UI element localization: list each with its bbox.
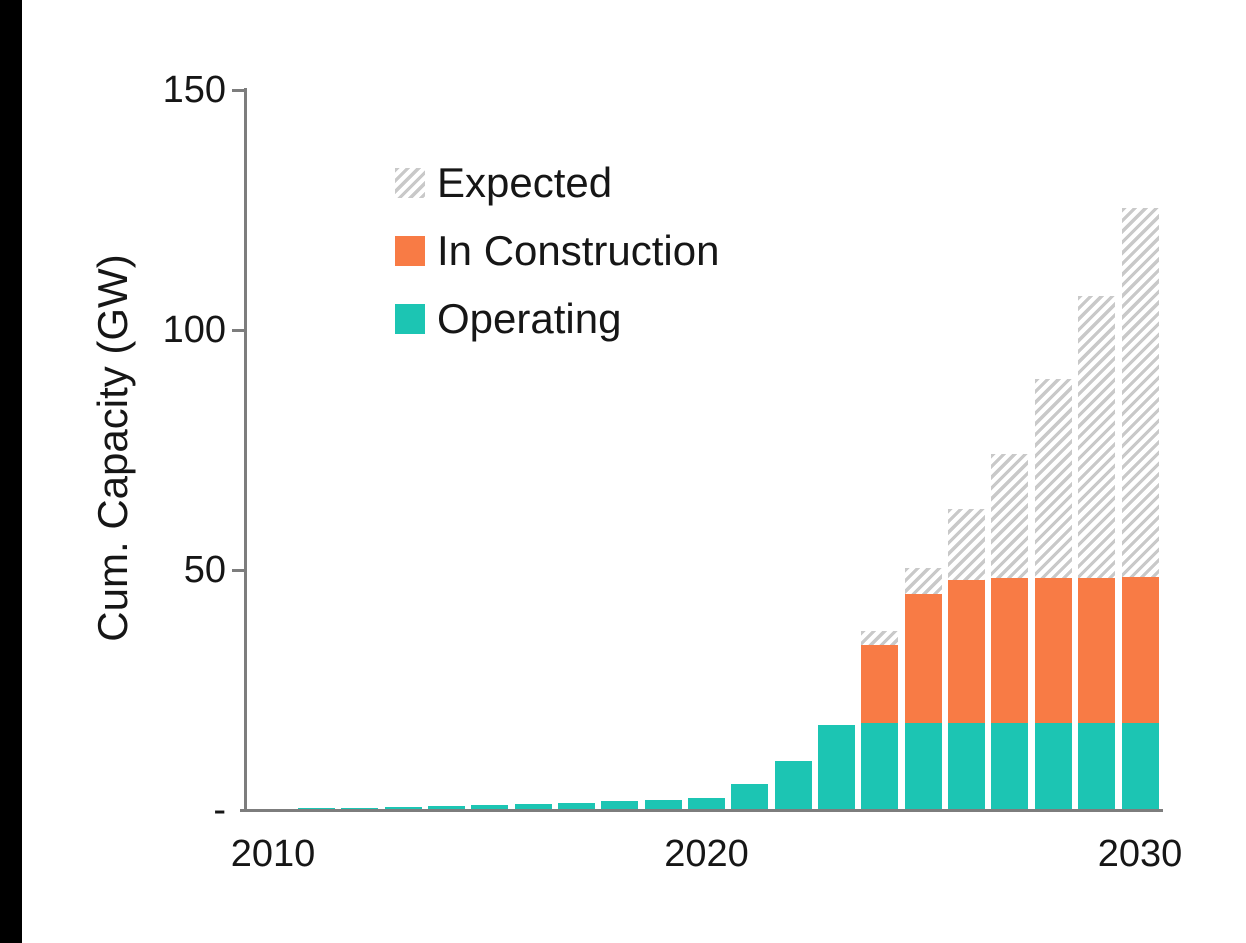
bar-segment-in-construction xyxy=(1078,577,1116,723)
bar-segment-operating xyxy=(948,722,986,810)
legend-swatch xyxy=(395,236,425,266)
legend-swatch xyxy=(395,168,425,198)
bar-segment-operating xyxy=(341,807,379,810)
left-black-strip xyxy=(0,0,22,943)
bar-segment-operating xyxy=(1078,722,1116,810)
bar-segment-operating xyxy=(601,801,639,810)
y-tick-mark xyxy=(232,88,245,92)
bar-segment-in-construction xyxy=(1121,577,1159,723)
bar-segment-operating xyxy=(688,798,725,810)
bar-segment-expected xyxy=(904,567,942,595)
bar-segment-expected xyxy=(948,509,986,581)
bar-segment-expected xyxy=(1034,379,1072,579)
bar-segment-expected xyxy=(1078,296,1116,578)
bar-segment-expected xyxy=(1121,207,1159,578)
bar-segment-operating xyxy=(818,725,856,810)
x-axis-line xyxy=(240,809,1163,812)
bar-segment-operating xyxy=(861,722,899,810)
bar-segment-operating xyxy=(427,805,465,810)
bar-segment-expected xyxy=(861,630,899,646)
bar-segment-operating xyxy=(471,804,509,810)
legend-label: In Construction xyxy=(437,227,720,274)
x-tick-label: 2010 xyxy=(230,833,316,875)
y-axis-title: Cum. Capacity (GW) xyxy=(89,254,136,642)
y-tick-mark xyxy=(232,328,245,332)
bar-segment-expected xyxy=(991,454,1029,579)
bar-segment-in-construction xyxy=(948,580,986,723)
x-tick-label: 2030 xyxy=(1097,833,1183,875)
y-axis-line xyxy=(244,88,247,812)
y-tick-label: - xyxy=(213,789,226,831)
bar-segment-in-construction xyxy=(1034,578,1072,723)
legend-label: Expected xyxy=(437,159,613,206)
bar-segment-operating xyxy=(1121,722,1159,810)
bar-segment-operating xyxy=(991,722,1029,810)
bar-segment-operating xyxy=(514,803,552,810)
y-tick-label: 100 xyxy=(162,309,226,351)
legend-item-in-construction: In Construction xyxy=(395,227,720,274)
y-tick-label: 50 xyxy=(183,549,226,591)
legend-swatch xyxy=(395,304,425,334)
y-tick-label: 150 xyxy=(162,69,226,111)
legend-item-operating: Operating xyxy=(395,295,622,342)
legend-label: Operating xyxy=(437,295,622,342)
bar-segment-operating xyxy=(1034,722,1072,810)
bar-segment-operating xyxy=(557,802,595,810)
x-tick-label: 2020 xyxy=(664,833,749,875)
bar-segment-operating xyxy=(774,761,812,810)
legend-item-expected: Expected xyxy=(395,159,613,206)
bar-segment-in-construction xyxy=(991,578,1029,723)
bar-segment-operating xyxy=(384,806,422,810)
bar-segment-operating xyxy=(904,722,942,810)
y-tick-mark xyxy=(232,568,245,572)
bar-segment-in-construction xyxy=(904,594,942,723)
bar-segment-operating xyxy=(731,783,769,810)
bar-segment-in-construction xyxy=(861,645,899,723)
bar-segment-operating xyxy=(644,800,682,810)
